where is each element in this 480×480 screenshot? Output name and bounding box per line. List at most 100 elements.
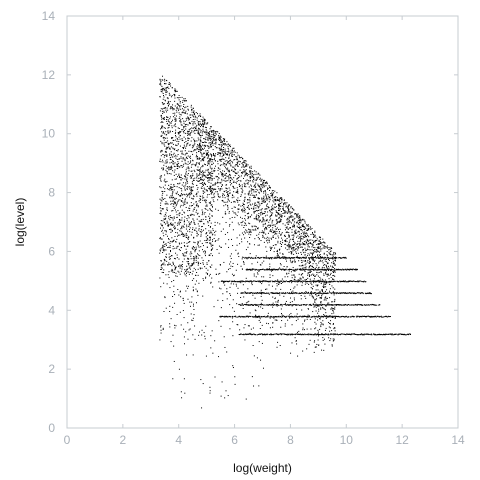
data-point <box>208 188 210 190</box>
data-point <box>200 179 202 181</box>
data-point <box>197 261 199 263</box>
data-point <box>170 106 172 108</box>
data-point <box>290 252 292 254</box>
data-point <box>206 123 208 125</box>
data-point <box>251 194 253 196</box>
data-point <box>234 151 236 153</box>
data-point <box>182 261 184 263</box>
data-point <box>198 174 200 176</box>
data-point <box>296 214 298 216</box>
data-point <box>262 232 264 234</box>
data-point <box>185 147 187 149</box>
data-point <box>208 179 210 181</box>
data-point <box>312 296 314 298</box>
data-point <box>275 316 277 318</box>
data-point <box>330 270 332 272</box>
data-point <box>253 185 255 187</box>
data-point <box>312 334 314 336</box>
data-point <box>244 198 246 200</box>
data-point <box>345 315 347 317</box>
data-point <box>258 238 260 240</box>
data-point <box>187 142 189 144</box>
data-point <box>241 173 243 175</box>
data-point <box>264 334 266 336</box>
data-point <box>161 143 163 145</box>
data-point <box>163 164 165 166</box>
data-point <box>211 168 213 170</box>
data-point <box>220 288 222 290</box>
data-point <box>257 218 259 220</box>
data-point <box>304 270 306 272</box>
data-point <box>188 237 190 239</box>
data-point <box>185 128 187 130</box>
data-point <box>211 141 213 143</box>
data-point <box>291 207 293 209</box>
data-point <box>193 127 195 129</box>
data-point <box>182 233 184 235</box>
data-point <box>217 153 219 155</box>
data-point <box>262 198 264 200</box>
data-point <box>169 116 171 118</box>
data-point <box>226 195 228 197</box>
data-point <box>387 333 389 335</box>
data-point <box>255 276 257 278</box>
data-point <box>208 260 210 262</box>
data-point <box>187 258 189 260</box>
data-point <box>205 141 207 143</box>
data-point <box>257 227 259 229</box>
x-tick-label: 12 <box>395 433 409 447</box>
data-point <box>167 119 169 121</box>
data-point <box>235 249 237 251</box>
data-point <box>195 246 197 248</box>
data-point <box>251 188 253 190</box>
data-point <box>254 228 256 230</box>
data-point <box>327 302 329 304</box>
data-point <box>166 120 168 122</box>
data-point <box>225 184 227 186</box>
data-point <box>169 173 171 175</box>
data-point <box>324 338 325 340</box>
data-point <box>236 237 238 239</box>
data-point <box>322 339 324 341</box>
data-point <box>207 222 209 224</box>
data-point <box>323 245 325 247</box>
data-point <box>315 323 317 325</box>
data-point <box>209 213 211 215</box>
data-point <box>166 244 167 246</box>
data-point <box>167 225 169 227</box>
data-point <box>217 131 219 133</box>
data-point <box>335 253 337 255</box>
data-point <box>210 177 212 179</box>
data-point <box>209 173 211 175</box>
data-point <box>393 333 395 335</box>
data-point <box>313 269 315 271</box>
data-point <box>211 167 213 169</box>
data-point <box>342 316 344 318</box>
data-point <box>185 163 187 165</box>
data-point <box>286 334 288 336</box>
data-point <box>235 315 237 317</box>
data-point <box>178 97 180 99</box>
data-point <box>193 150 195 152</box>
data-point <box>162 104 164 106</box>
data-point <box>316 249 318 251</box>
data-point <box>192 124 194 126</box>
data-point <box>304 283 306 285</box>
data-point <box>279 220 281 222</box>
data-point <box>190 104 192 106</box>
data-point <box>179 249 181 251</box>
data-point <box>229 268 231 270</box>
data-point <box>315 263 317 265</box>
data-point <box>169 287 171 289</box>
data-point <box>292 290 294 292</box>
data-point <box>183 132 185 134</box>
data-point <box>195 288 197 290</box>
data-point <box>315 298 317 300</box>
data-point <box>183 255 185 257</box>
data-point <box>269 189 271 191</box>
data-point <box>254 203 256 205</box>
data-point <box>211 197 213 199</box>
data-point <box>204 338 206 340</box>
data-point <box>225 153 227 155</box>
data-point <box>211 175 213 177</box>
